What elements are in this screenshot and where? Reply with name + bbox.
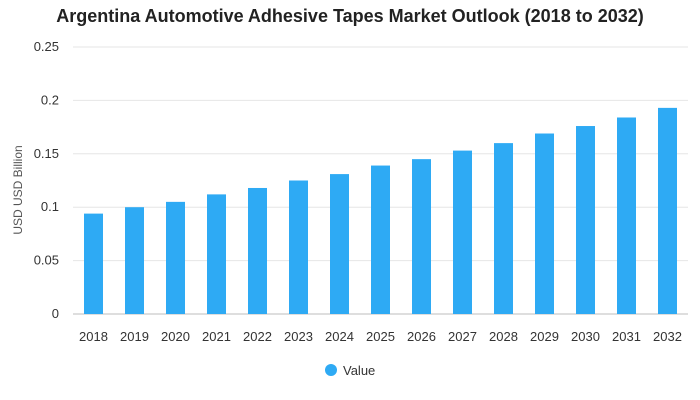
- y-tick-label: 0.25: [34, 39, 59, 54]
- x-tick-label: 2026: [407, 329, 436, 344]
- x-tick-label: 2020: [161, 329, 190, 344]
- y-tick-label: 0.2: [41, 92, 59, 107]
- bar-2021[interactable]: [207, 194, 226, 314]
- bar-2024[interactable]: [330, 174, 349, 314]
- bar-2031[interactable]: [617, 117, 636, 314]
- bar-2020[interactable]: [166, 201, 185, 314]
- bar-2030[interactable]: [576, 126, 595, 314]
- legend-marker: [325, 364, 337, 376]
- x-tick-label: 2018: [79, 329, 108, 344]
- legend-label: Value: [343, 363, 375, 378]
- bar-2026[interactable]: [412, 159, 431, 314]
- chart-title: Argentina Automotive Adhesive Tapes Mark…: [56, 6, 644, 26]
- x-tick-label: 2023: [284, 329, 313, 344]
- x-axis-ticks: 2018 2019 2020 2021 2022 2023 2024 2025 2026 2027…: [79, 329, 682, 344]
- y-tick-label: 0.15: [34, 146, 59, 161]
- bar-2027[interactable]: [453, 150, 472, 314]
- y-axis-ticks: 0 0.05 0.1 0.15 0.2 0.25: [34, 39, 59, 321]
- x-tick-label: 2030: [571, 329, 600, 344]
- bar-2028[interactable]: [494, 143, 513, 314]
- bar-2029[interactable]: [535, 133, 554, 314]
- x-tick-label: 2025: [366, 329, 395, 344]
- x-tick-label: 2029: [530, 329, 559, 344]
- bars: [84, 107, 677, 315]
- x-tick-label: 2019: [120, 329, 149, 344]
- bar-2018[interactable]: [84, 213, 103, 314]
- bar-2032[interactable]: [658, 107, 677, 314]
- y-axis-title: USD USD Billion: [11, 145, 25, 234]
- x-tick-label: 2022: [243, 329, 272, 344]
- bar-2019[interactable]: [125, 207, 144, 314]
- bar-2022[interactable]: [248, 187, 267, 314]
- x-tick-label: 2028: [489, 329, 518, 344]
- y-tick-label: 0.1: [41, 199, 59, 214]
- x-tick-label: 2027: [448, 329, 477, 344]
- bar-2023[interactable]: [289, 180, 308, 315]
- x-tick-label: 2031: [612, 329, 641, 344]
- x-tick-label: 2024: [325, 329, 354, 344]
- legend[interactable]: Value: [325, 363, 375, 378]
- x-tick-label: 2032: [653, 329, 682, 344]
- y-tick-label: 0: [52, 306, 59, 321]
- y-tick-label: 0.05: [34, 253, 59, 268]
- bar-2025[interactable]: [371, 165, 390, 314]
- x-tick-label: 2021: [202, 329, 231, 344]
